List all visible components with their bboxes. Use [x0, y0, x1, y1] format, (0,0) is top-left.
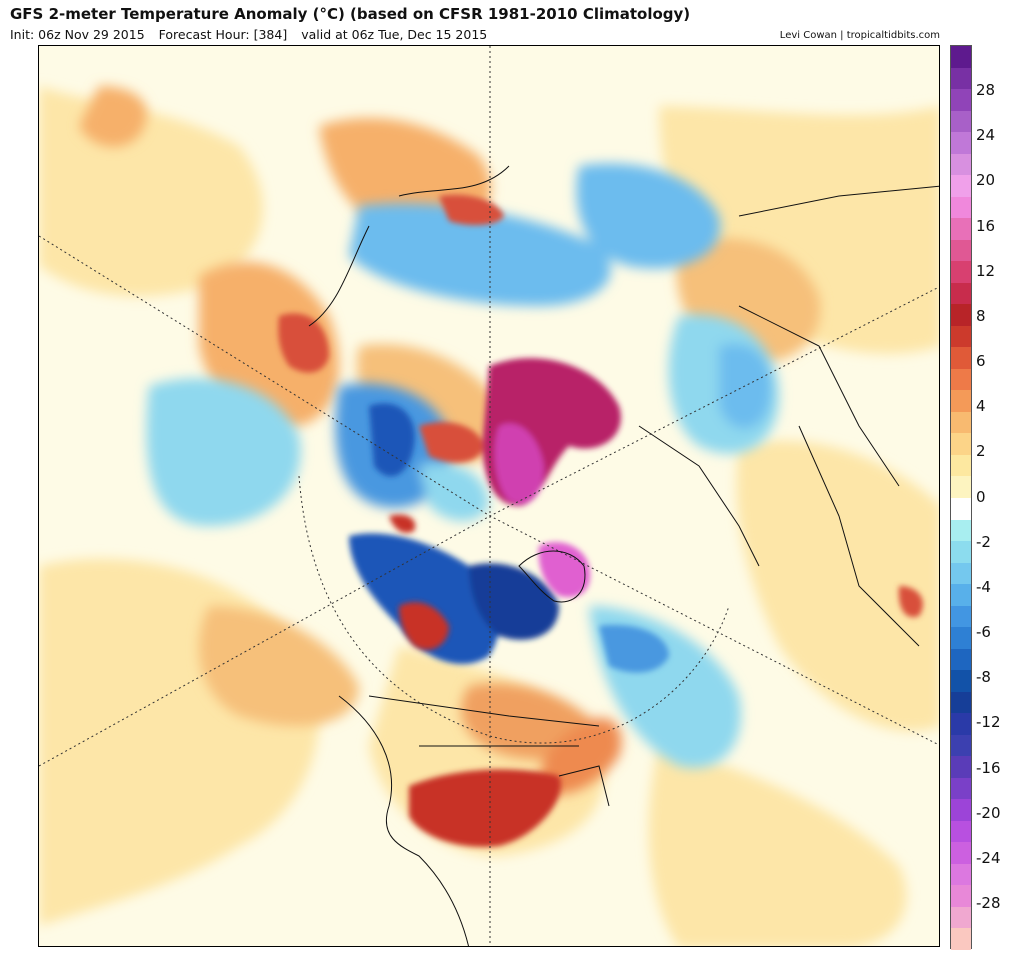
- colorbar-segment: [951, 498, 971, 521]
- colorbar-tick-label: -2: [976, 532, 991, 551]
- colorbar-segment: [951, 777, 971, 800]
- colorbar-segment: [951, 433, 971, 456]
- colorbar-tick-label: 20: [976, 171, 996, 190]
- colorbar-tick-label: -4: [976, 577, 991, 596]
- colorbar-segment: [951, 519, 971, 542]
- colorbar-segment: [951, 476, 971, 499]
- colorbar-tick-label: 24: [976, 126, 996, 145]
- forecast-hour: Forecast Hour: [384]: [158, 27, 288, 42]
- colorbar-segment: [951, 691, 971, 714]
- colorbar-segment: [951, 648, 971, 671]
- colorbar-segment: [951, 175, 971, 198]
- colorbar-segment: [951, 713, 971, 736]
- colorbar-segment: [951, 562, 971, 585]
- colorbar-segment: [951, 885, 971, 908]
- colorbar-tick-label: -6: [976, 623, 991, 641]
- colorbar-tick-label: 6: [976, 352, 986, 370]
- colorbar-segment: [951, 734, 971, 757]
- warm-extreme-fields: [419, 358, 621, 598]
- colorbar-segment: [951, 390, 971, 413]
- colorbar-segment: [951, 261, 971, 284]
- colorbar-segment: [951, 196, 971, 219]
- colorbar: [950, 45, 972, 951]
- colorbar-segment: [951, 627, 971, 650]
- colorbar-tick-label: -12: [976, 713, 1001, 732]
- colorbar-tick-label: 28: [976, 81, 996, 99]
- colorbar-segment: [951, 67, 971, 90]
- colorbar-segment: [951, 411, 971, 434]
- init-time: Init: 06z Nov 29 2015: [10, 27, 145, 42]
- cold-strong-fields: [349, 403, 669, 673]
- colorbar-segment: [951, 368, 971, 391]
- colorbar-segment: [951, 928, 971, 951]
- valid-time: valid at 06z Tue, Dec 15 2015: [301, 27, 488, 42]
- colorbar-segment: [951, 863, 971, 886]
- colorbar-segment: [951, 670, 971, 693]
- colorbar-tick-label: -28: [976, 894, 1001, 912]
- colorbar-segment: [951, 110, 971, 133]
- colorbar-segment: [951, 132, 971, 155]
- colorbar-tick-label: -8: [976, 668, 991, 687]
- colorbar-segment: [951, 454, 971, 477]
- colorbar-tick-label: -24: [976, 848, 1001, 867]
- colorbar-segment: [951, 89, 971, 112]
- colorbar-segment: [951, 239, 971, 262]
- colorbar-tick-label: -20: [976, 803, 1001, 822]
- colorbar-segment: [951, 347, 971, 370]
- map-subtitle: Init: 06z Nov 29 2015 Forecast Hour: [38…: [10, 27, 497, 42]
- colorbar-segment: [951, 820, 971, 843]
- colorbar-segment: [951, 282, 971, 305]
- map-title: GFS 2-meter Temperature Anomaly (°C) (ba…: [10, 5, 691, 23]
- colorbar-tick-label: -16: [976, 758, 1001, 777]
- colorbar-segment: [951, 304, 971, 327]
- colorbar-tick-label: 16: [976, 216, 996, 235]
- colorbar-segment: [951, 799, 971, 822]
- colorbar-segment: [951, 605, 971, 628]
- colorbar-tick-label: 2: [976, 442, 986, 461]
- colorbar-segment: [951, 756, 971, 779]
- colorbar-segment: [951, 541, 971, 564]
- colorbar-tick-label: 0: [976, 487, 986, 506]
- colorbar-segment: [951, 584, 971, 607]
- map-canvas: [39, 46, 939, 946]
- coastlines: [308, 165, 939, 946]
- anomaly-map: [38, 45, 940, 947]
- credit-text: Levi Cowan | tropicaltidbits.com: [779, 30, 940, 41]
- graticule-lines: [39, 46, 939, 946]
- colorbar-tick-label: 12: [976, 261, 996, 280]
- colorbar-tick-label: 8: [976, 306, 986, 325]
- colorbar-segment: [951, 153, 971, 176]
- colorbar-tick-label: 4: [976, 397, 986, 416]
- colorbar-segment: [951, 46, 971, 69]
- colorbar-segment: [951, 906, 971, 929]
- colorbar-segment: [951, 842, 971, 865]
- colorbar-segment: [951, 325, 971, 348]
- warm-strong-fields: [278, 194, 923, 847]
- colorbar-segment: [951, 218, 971, 241]
